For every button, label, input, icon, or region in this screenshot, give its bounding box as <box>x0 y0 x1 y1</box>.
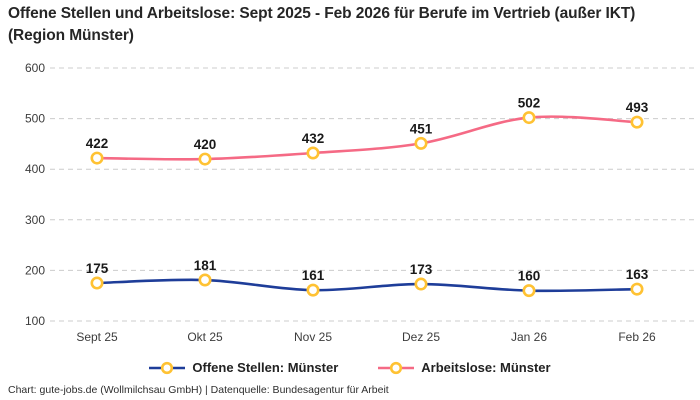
y-tick-label: 100 <box>25 314 45 328</box>
data-point-marker <box>90 276 104 290</box>
legend-item-arbeitslose[interactable]: Arbeitslose: Münster <box>378 360 551 375</box>
data-point-marker <box>414 277 428 291</box>
data-point-marker <box>306 146 320 160</box>
y-tick-label: 600 <box>25 61 45 75</box>
data-point-marker <box>198 273 212 287</box>
y-tick-label: 400 <box>25 162 45 176</box>
legend-swatch-line-marker <box>149 361 186 374</box>
series-line-1 <box>95 115 639 161</box>
data-label: 181 <box>194 258 217 273</box>
x-tick-label: Okt 25 <box>187 330 223 344</box>
data-label: 163 <box>626 267 649 282</box>
data-label: 493 <box>626 100 649 115</box>
data-label: 502 <box>518 96 541 111</box>
data-point-marker <box>414 136 428 150</box>
y-tick-label: 200 <box>25 263 45 277</box>
series-line-0 <box>95 278 639 293</box>
data-label: 422 <box>86 136 109 151</box>
legend: Offene Stellen: Münster Arbeitslose: Mün… <box>0 360 700 375</box>
data-label: 161 <box>302 268 325 283</box>
data-label: 160 <box>518 269 541 284</box>
data-point-marker <box>90 151 104 165</box>
legend-item-offene-stellen[interactable]: Offene Stellen: Münster <box>149 360 338 375</box>
x-tick-label: Jan 26 <box>511 330 547 344</box>
x-tick-label: Nov 25 <box>294 330 332 344</box>
x-tick-label: Sept 25 <box>76 330 118 344</box>
x-tick-label: Feb 26 <box>618 330 656 344</box>
data-label: 175 <box>86 261 109 276</box>
legend-label: Arbeitslose: Münster <box>421 360 551 375</box>
data-point-marker <box>630 115 644 129</box>
x-tick-label: Dez 25 <box>402 330 440 344</box>
data-label: 420 <box>194 137 217 152</box>
data-point-marker <box>198 152 212 166</box>
data-point-marker <box>306 283 320 297</box>
data-label: 432 <box>302 131 325 146</box>
data-point-marker <box>522 111 536 125</box>
data-point-marker <box>522 284 536 298</box>
chart-title: Offene Stellen und Arbeitslose: Sept 202… <box>8 5 636 44</box>
data-point-marker <box>630 282 644 296</box>
attribution: Chart: gute-jobs.de (Wollmilchsau GmbH) … <box>8 384 389 396</box>
y-tick-label: 500 <box>25 112 45 126</box>
y-tick-label: 300 <box>25 213 45 227</box>
legend-label: Offene Stellen: Münster <box>192 360 339 375</box>
data-label: 451 <box>410 121 433 136</box>
legend-swatch-line-marker <box>378 361 415 374</box>
data-label: 173 <box>410 262 433 277</box>
